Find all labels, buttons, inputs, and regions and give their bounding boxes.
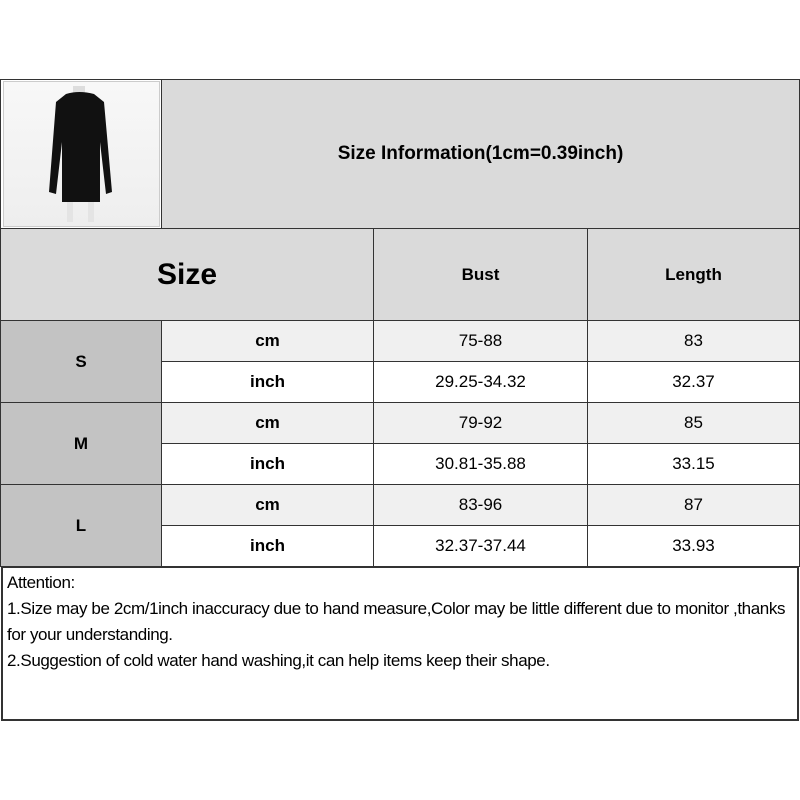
size-header: Size [0,228,374,321]
dress-image [49,86,112,222]
unit-label: cm [161,484,374,526]
size-info-title: Size Information(1cm=0.39inch) [161,79,800,229]
length-value: 33.15 [587,443,800,485]
bust-value: 29.25-34.32 [373,361,588,403]
size-label: M [0,402,162,485]
attention-notes: Attention: 1.Size may be 2cm/1inch inacc… [1,566,799,721]
unit-label: inch [161,361,374,403]
note-2: 2.Suggestion of cold water hand washing,… [7,651,550,670]
length-value: 32.37 [587,361,800,403]
unit-label: inch [161,525,374,567]
bust-header: Bust [373,228,588,321]
bust-value: 30.81-35.88 [373,443,588,485]
size-label: S [0,320,162,403]
unit-label: cm [161,402,374,444]
length-header: Length [587,228,800,321]
length-value: 87 [587,484,800,526]
unit-label: cm [161,320,374,362]
size-label: L [0,484,162,567]
length-value: 33.93 [587,525,800,567]
product-image [3,81,160,227]
bust-value: 75-88 [373,320,588,362]
note-1: 1.Size may be 2cm/1inch inaccuracy due t… [7,599,786,644]
bust-value: 32.37-37.44 [373,525,588,567]
unit-label: inch [161,443,374,485]
bust-value: 83-96 [373,484,588,526]
bust-value: 79-92 [373,402,588,444]
length-value: 85 [587,402,800,444]
length-value: 83 [587,320,800,362]
note-heading: Attention: [7,573,75,592]
